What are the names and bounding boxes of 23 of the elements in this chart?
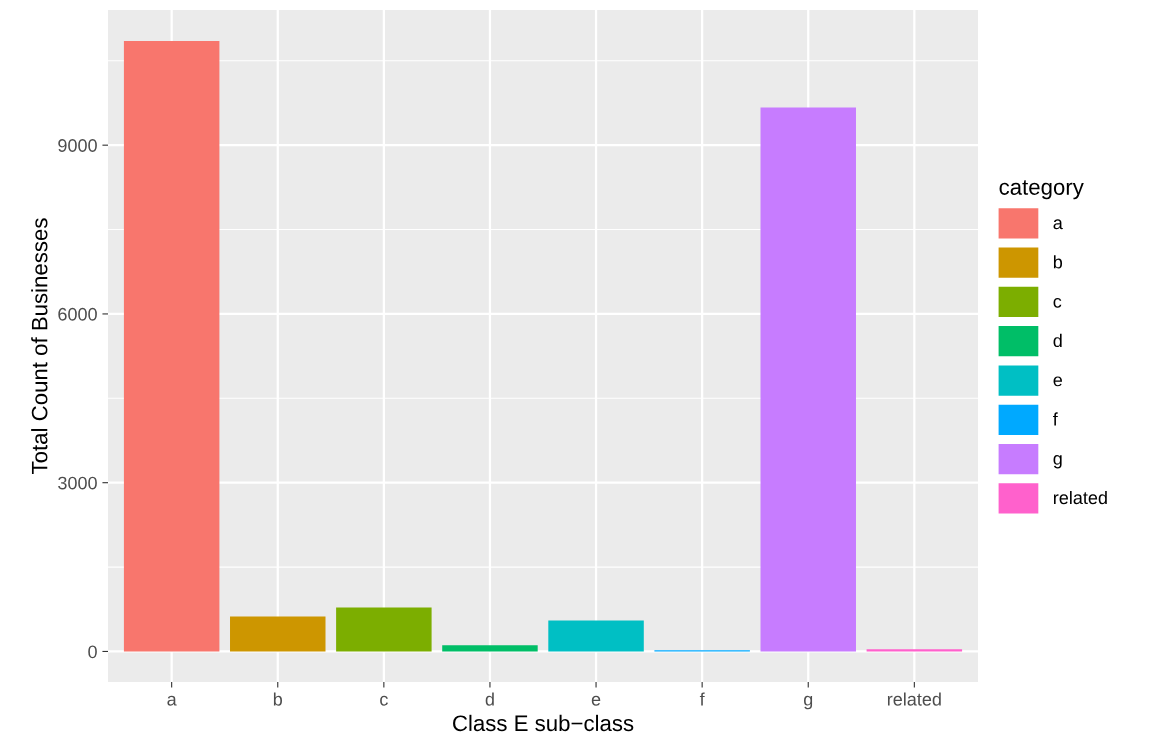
x-tick-label: g: [803, 695, 813, 710]
x-tick-label: d: [485, 692, 494, 706]
x-tick-label: c: [380, 695, 388, 706]
y-tick-label: 9000: [58, 139, 97, 152]
y-tick-label: 3000: [58, 476, 97, 490]
legend-label: e: [1053, 376, 1063, 387]
y-tick-label: 6000: [58, 307, 97, 321]
x-tick-label: b: [273, 692, 283, 706]
y-tick-label: 0: [88, 645, 97, 659]
y-axis-title: Total Count of Businesses: [31, 218, 48, 474]
legend-label: a: [1053, 219, 1063, 230]
legend-label: d: [1053, 333, 1062, 348]
x-tick-label: e: [591, 695, 601, 706]
legend-label: related: [1053, 490, 1107, 505]
legend-title: category: [999, 180, 1084, 200]
legend-label: g: [1053, 455, 1062, 469]
x-axis-title: Class E sub−class: [453, 714, 634, 732]
x-tick-label: f: [699, 692, 705, 706]
x-tick-label: related: [887, 692, 941, 706]
legend-label: c: [1053, 297, 1062, 308]
legend-label: b: [1053, 255, 1063, 269]
legend-label: f: [1053, 412, 1058, 426]
x-tick-label: a: [167, 695, 177, 706]
